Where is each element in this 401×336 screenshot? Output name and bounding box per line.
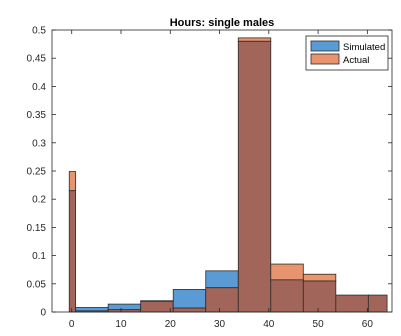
y-tick-label: 0.2 [32, 195, 46, 206]
legend-label-actual: Actual [343, 55, 369, 66]
y-tick-label: 0.05 [27, 279, 47, 290]
simulated-bar-2 [107, 303, 142, 311]
overlap-bar-9 [335, 294, 369, 313]
x-tick-label: 20 [165, 319, 177, 330]
x-tick-label: 30 [214, 319, 226, 330]
actual-bar-7 [270, 263, 304, 281]
overlap-bar-5 [205, 287, 239, 313]
actual-bar-8 [302, 273, 337, 282]
y-tick-label: 0.4 [32, 82, 46, 93]
y-tick-label: 0.15 [27, 223, 47, 234]
x-tick-label: 40 [263, 319, 275, 330]
y-tick-label: 0.5 [32, 26, 46, 37]
y-tick-label: 0.45 [27, 54, 47, 65]
chart-title: Hours: single males [170, 17, 275, 29]
legend-swatch-actual [310, 53, 340, 65]
legend-swatch-simulated [310, 40, 340, 52]
overlap-bar-8 [302, 280, 337, 313]
overlap-bar-10 [367, 294, 388, 313]
overlap-bar-0 [68, 190, 77, 313]
y-tick-label: 0.3 [32, 138, 46, 149]
overlap-bar-4 [172, 307, 207, 313]
actual-bar-0 [68, 171, 77, 192]
legend-label-simulated: Simulated [343, 42, 385, 53]
x-tick-label: 10 [115, 319, 127, 330]
y-tick-label: 0.1 [32, 251, 46, 262]
y-tick-label: 0.25 [27, 167, 47, 178]
overlap-bar-3 [140, 300, 174, 313]
actual-bar-6 [237, 37, 272, 42]
y-tick-label: 0 [40, 308, 46, 319]
x-tick-label: 60 [362, 319, 374, 330]
simulated-bar-4 [172, 289, 207, 309]
overlap-bar-6 [237, 40, 272, 313]
y-tick-label: 0.35 [27, 110, 47, 121]
overlap-bar-7 [270, 279, 304, 313]
x-tick-label: 0 [69, 319, 75, 330]
plot-area [52, 30, 392, 312]
x-tick-label: 50 [313, 319, 325, 330]
simulated-bar-1 [75, 307, 109, 312]
simulated-bar-5 [205, 270, 239, 289]
